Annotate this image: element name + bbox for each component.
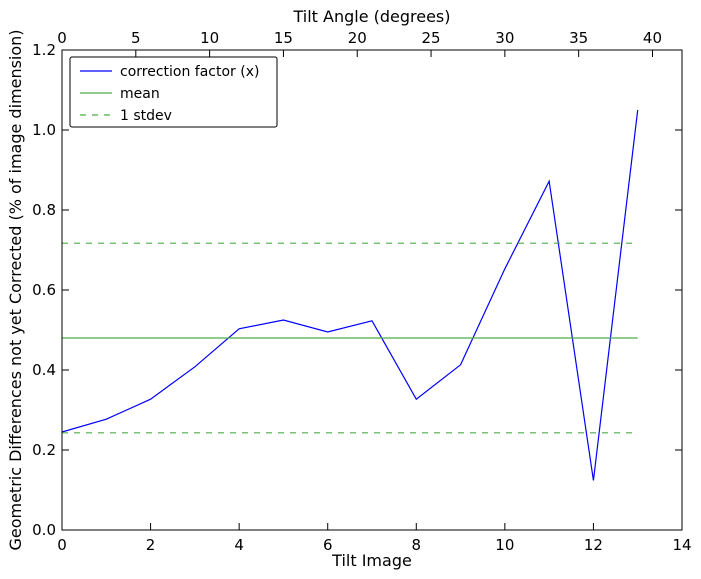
y-tick-label: 0.8 [32,201,56,219]
y-tick-label: 1.0 [32,121,56,139]
legend-label: 1 stdev [120,108,172,124]
y-tick-label: 1.2 [32,41,56,59]
top-x-tick-label: 10 [200,29,219,47]
x-tick-label: 6 [323,536,333,554]
x-tick-label: 4 [234,536,244,554]
y-tick-label: 0.0 [32,521,56,539]
top-x-tick-label: 15 [274,29,293,47]
axis-tick-labels: 0 2 4 6 8 10 12 14 0 5 10 15 20 25 30 35 40 0.0 0.2 0.4 0.6 0… [32,29,691,554]
x-tick-label: 10 [495,536,514,554]
y-axis-label: Geometric Differences not yet Corrected … [6,29,25,550]
y-tick-label: 0.2 [32,441,56,459]
top-x-tick-label: 25 [422,29,441,47]
y-tick-label: 0.6 [32,281,56,299]
x-tick-label: 12 [584,536,603,554]
x-tick-label: 0 [57,536,67,554]
legend-box [69,56,278,128]
top-x-tick-label: 30 [495,29,514,47]
top-x-tick-label: 40 [643,29,662,47]
legend-label: correction factor (x) [120,64,259,80]
x-tick-label: 8 [412,536,422,554]
top-x-axis-label: Tilt Angle (degrees) [292,7,450,26]
series-line-0 [61,109,639,481]
x-axis-label: Tilt Image [331,551,412,570]
axis-ticks [61,49,683,531]
top-x-tick-label: 0 [57,29,67,47]
legend-label: mean [120,86,160,102]
top-x-tick-label: 20 [348,29,367,47]
x-tick-label: 14 [672,536,691,554]
legend: correction factor (x) mean 1 stdev [69,56,278,128]
y-tick-label: 0.4 [32,361,56,379]
x-tick-label: 2 [146,536,156,554]
series-lines [61,109,639,481]
top-x-tick-label: 5 [131,29,141,47]
top-x-tick-label: 35 [569,29,588,47]
